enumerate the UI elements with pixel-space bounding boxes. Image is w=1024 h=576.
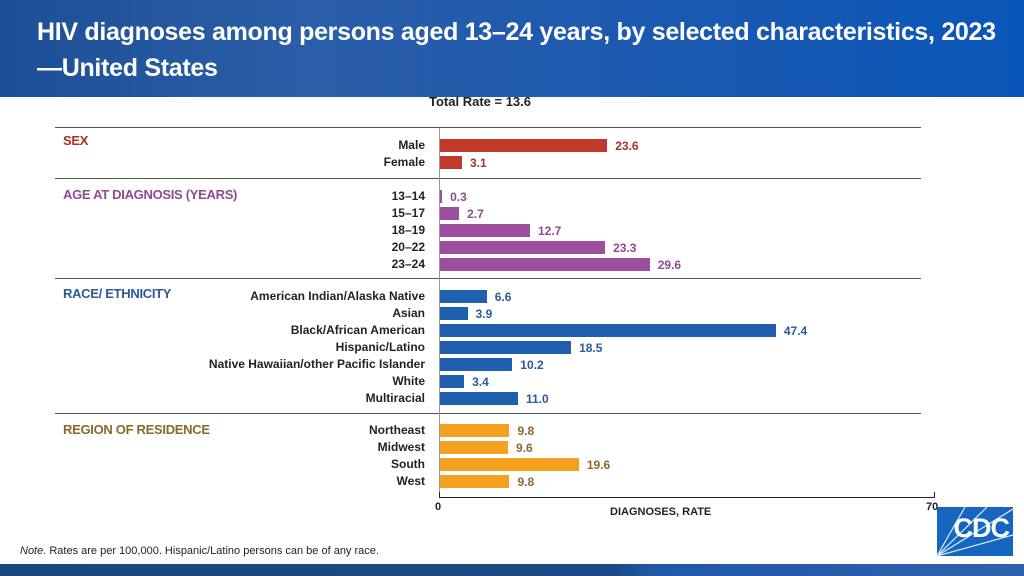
data-label: 29.6 bbox=[657, 258, 682, 272]
data-label: 9.6 bbox=[516, 441, 533, 455]
data-label: 23.6 bbox=[615, 139, 639, 153]
section-label: REGION OF RESIDENCE bbox=[63, 422, 210, 437]
title-banner: HIV diagnoses among persons aged 13–24 y… bbox=[0, 0, 1024, 97]
category-label: South bbox=[391, 457, 425, 471]
category-label: Male bbox=[398, 138, 425, 152]
bar bbox=[440, 441, 509, 454]
category-label: 13–14 bbox=[391, 189, 425, 203]
data-label: 9.8 bbox=[517, 475, 535, 489]
y-axis-line bbox=[439, 128, 440, 498]
data-label: 2.7 bbox=[467, 207, 484, 221]
bar bbox=[440, 207, 460, 220]
separator-line bbox=[55, 127, 921, 128]
chart-subtitle: Total Rate = 13.6 bbox=[429, 94, 531, 109]
category-label: Black/African American bbox=[290, 323, 425, 337]
chart-title: HIV diagnoses among persons aged 13–24 y… bbox=[37, 18, 996, 82]
bar bbox=[440, 358, 513, 371]
x-tick bbox=[934, 492, 935, 498]
data-label: 12.7 bbox=[537, 224, 562, 238]
bar bbox=[440, 324, 776, 337]
cdc-logo: CDC bbox=[937, 507, 1013, 556]
footer-bar bbox=[0, 564, 1024, 576]
category-label: Asian bbox=[392, 306, 425, 320]
bar bbox=[440, 156, 462, 169]
category-label: 15–17 bbox=[391, 206, 425, 220]
bar bbox=[440, 475, 510, 488]
category-label: 18–19 bbox=[391, 223, 425, 237]
category-label: 23–24 bbox=[391, 257, 425, 271]
bar bbox=[440, 224, 530, 237]
category-label: Northeast bbox=[368, 423, 425, 437]
section-label: SEX bbox=[63, 133, 89, 148]
bar bbox=[440, 341, 572, 354]
category-label: 20–22 bbox=[391, 240, 425, 254]
data-label: 6.6 bbox=[494, 290, 512, 304]
bar bbox=[440, 392, 518, 405]
section-label: RACE/ ETHNICITY bbox=[63, 286, 172, 301]
note-prefix: Note. bbox=[20, 545, 47, 557]
category-label: Native Hawaiian/other Pacific Islander bbox=[208, 357, 425, 371]
x-tick bbox=[439, 492, 440, 498]
bar bbox=[440, 458, 579, 471]
category-label: Midwest bbox=[377, 440, 425, 454]
data-label: 3.1 bbox=[469, 156, 487, 170]
bar bbox=[440, 190, 443, 203]
data-label: 18.5 bbox=[579, 341, 603, 355]
data-label: 10.2 bbox=[520, 358, 544, 372]
category-label: Hispanic/Latino bbox=[335, 340, 425, 354]
separator-line bbox=[55, 413, 921, 414]
category-label: Multiracial bbox=[365, 391, 425, 405]
bar bbox=[440, 424, 510, 437]
x-tick-label-0: 0 bbox=[435, 501, 442, 513]
bar bbox=[440, 258, 650, 271]
bar bbox=[440, 290, 487, 303]
data-label: 47.4 bbox=[783, 324, 808, 338]
logo-rays-icon bbox=[937, 507, 1013, 556]
x-tick-label-70: 70 bbox=[926, 501, 939, 513]
bar bbox=[440, 375, 465, 388]
note-text: Rates are per 100,000. Hispanic/Latino p… bbox=[46, 545, 379, 557]
category-label: Female bbox=[383, 155, 425, 169]
data-label: 11.0 bbox=[525, 392, 549, 406]
category-label: White bbox=[392, 374, 425, 388]
bar bbox=[440, 307, 468, 320]
bar bbox=[440, 139, 608, 152]
data-label: 0.3 bbox=[450, 190, 467, 204]
section-label: AGE AT DIAGNOSIS (YEARS) bbox=[63, 187, 238, 202]
x-axis-line bbox=[439, 497, 935, 498]
category-label: American Indian/Alaska Native bbox=[250, 289, 425, 303]
data-label: 19.6 bbox=[586, 458, 611, 472]
data-label: 23.3 bbox=[613, 241, 637, 255]
logo-text: CDC bbox=[953, 513, 1010, 543]
data-label: 3.9 bbox=[475, 307, 493, 321]
separator-line bbox=[55, 178, 921, 179]
footnote: Note. Rates are per 100,000. Hispanic/La… bbox=[20, 545, 379, 557]
separator-line bbox=[55, 278, 921, 279]
data-label: 3.4 bbox=[472, 375, 489, 389]
x-axis-label: DIAGNOSES, RATE bbox=[610, 506, 712, 518]
data-label: 9.8 bbox=[517, 424, 535, 438]
category-label: West bbox=[396, 474, 425, 488]
bar bbox=[440, 241, 606, 254]
